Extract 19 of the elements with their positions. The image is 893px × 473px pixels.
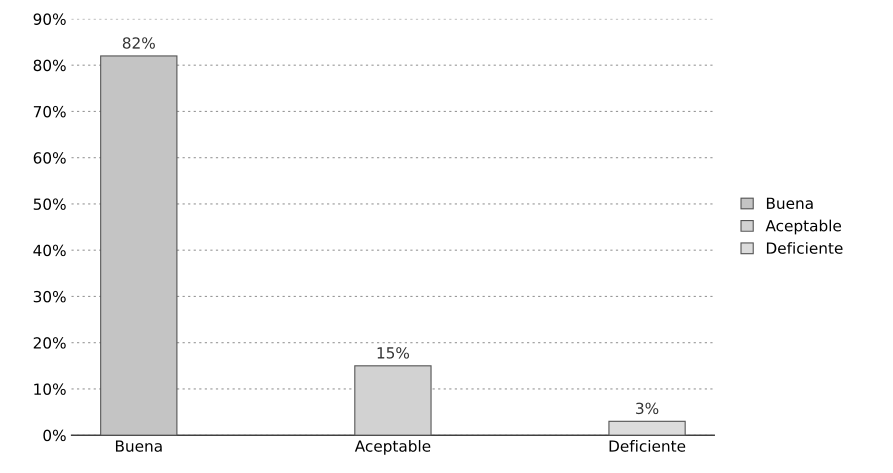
x-tick-label: Aceptable xyxy=(354,440,430,455)
data-label: 3% xyxy=(636,402,658,414)
y-tick-label: 20% xyxy=(34,337,66,349)
y-tick-label: 40% xyxy=(33,244,66,256)
y-tick-label: 10% xyxy=(34,383,66,395)
y-tick-label: 30% xyxy=(34,290,66,302)
y-tick-label: 90% xyxy=(34,13,66,25)
legend-label: Deficiente xyxy=(766,242,843,254)
y-tick-label: 50% xyxy=(34,198,66,210)
data-label: 15% xyxy=(378,347,410,359)
x-tick-label: Buena xyxy=(116,440,162,452)
x-tick-label: Deficiente xyxy=(610,440,686,452)
y-tick-label: 0% xyxy=(43,430,66,442)
legend-label: Buena xyxy=(766,198,813,210)
y-tick-label: 80% xyxy=(34,60,66,72)
y-tick-label: 70% xyxy=(34,106,66,118)
data-label: 82% xyxy=(122,37,155,49)
legend-label: Aceptable xyxy=(766,220,842,234)
y-tick-label: 60% xyxy=(34,152,66,164)
